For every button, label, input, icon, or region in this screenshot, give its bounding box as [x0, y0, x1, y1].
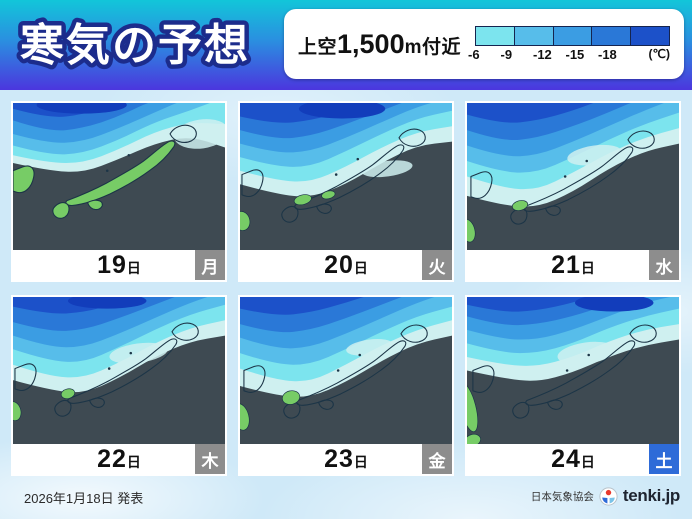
date-bar: 23日 金 [240, 444, 452, 474]
forecast-panel-19: 19日 月 [11, 101, 227, 282]
date-number: 20 [324, 250, 354, 279]
brand-name: tenki.jp [622, 486, 680, 505]
date-label: 24日 [551, 444, 595, 473]
date-number: 23 [324, 444, 354, 473]
date-label: 22日 [97, 444, 141, 473]
tenki-logo-icon [599, 486, 618, 506]
legend: 上空1,500m付近 -6 -9 -12 -15 -18 (℃) [284, 9, 684, 79]
date-bar: 20日 火 [240, 250, 452, 280]
issue-date: 2026年1月18日 発表 [24, 491, 144, 506]
legend-tick-labels: -6 -9 -12 -15 -18 (℃) [468, 47, 670, 62]
legend-color-cell [553, 27, 593, 45]
forecast-panel-20: 20日 火 [238, 101, 454, 282]
date-suffix: 日 [580, 453, 595, 470]
weather-map-22 [13, 297, 225, 444]
weekday-badge: 月 [195, 250, 225, 280]
legend-color-cell [514, 27, 554, 45]
date-bar: 19日 月 [13, 250, 225, 280]
legend-color-cell [631, 27, 669, 45]
forecast-panel-22: 22日 木 [11, 295, 227, 476]
date-label: 21日 [551, 250, 595, 279]
legend-tick: -9 [500, 47, 513, 62]
weekday-badge: 金 [422, 444, 452, 474]
forecast-panel-23: 23日 金 [238, 295, 454, 476]
date-label: 20日 [324, 250, 368, 279]
date-bar: 22日 木 [13, 444, 225, 474]
date-number: 22 [97, 444, 127, 473]
legend-tick: -12 [533, 47, 552, 62]
legend-label-suffix: m付近 [404, 36, 461, 58]
date-number: 24 [551, 444, 581, 473]
weekday-badge: 土 [649, 444, 679, 474]
agency-name: 日本気象協会 [530, 490, 594, 503]
date-label: 19日 [97, 250, 141, 279]
legend-tick: -15 [565, 47, 585, 62]
date-suffix: 日 [126, 259, 141, 276]
legend-color-cell [476, 27, 515, 45]
weather-map-20 [240, 103, 452, 250]
date-suffix: 日 [353, 259, 368, 276]
legend-tick: -6 [468, 47, 480, 62]
weekday-badge: 水 [649, 250, 679, 280]
date-suffix: 日 [126, 453, 141, 470]
date-suffix: 日 [353, 453, 368, 470]
legend-unit: (℃) [648, 47, 670, 61]
weekday-badge: 火 [422, 250, 452, 280]
weather-map-19 [13, 103, 225, 250]
legend-color-cell [592, 27, 632, 45]
forecast-panel-21: 21日 水 [465, 101, 681, 282]
legend-altitude-value: 1,500 [337, 28, 405, 59]
forecast-panel-24: 24日 土 [465, 295, 681, 476]
weather-map-23 [240, 297, 452, 444]
date-bar: 21日 水 [467, 250, 679, 280]
date-label: 23日 [324, 444, 368, 473]
page-title: 寒気の予想 [16, 17, 253, 75]
date-number: 19 [97, 250, 127, 279]
footer: 2026年1月18日 発表 日本気象協会 tenki.jp [0, 480, 692, 519]
legend-tick: -18 [598, 47, 617, 62]
header: 寒気の予想 上空1,500m付近 -6 -9 -12 -15 -18 (℃) [0, 0, 692, 90]
legend-color-cells [475, 26, 670, 46]
weather-map-21 [467, 103, 679, 250]
legend-color-scale: -6 -9 -12 -15 -18 (℃) [468, 26, 670, 62]
legend-label: 上空1,500m付近 [298, 29, 461, 60]
date-suffix: 日 [580, 259, 595, 276]
svg-text:寒気の予想: 寒気の予想 [20, 21, 250, 70]
date-bar: 24日 土 [467, 444, 679, 474]
brand-line: 日本気象協会 tenki.jp [531, 486, 680, 506]
weekday-badge: 木 [195, 444, 225, 474]
date-number: 21 [551, 250, 581, 279]
legend-label-prefix: 上空 [298, 36, 338, 58]
weather-map-24 [467, 297, 679, 444]
